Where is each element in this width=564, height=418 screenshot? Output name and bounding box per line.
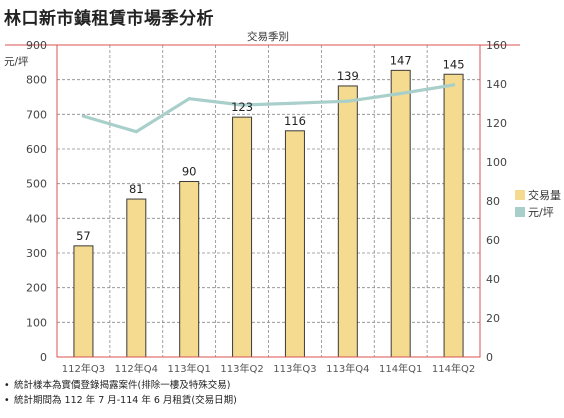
- y-left-tick-label: 300: [26, 247, 47, 260]
- bar: [390, 69, 411, 358]
- y-left-tick-label: 400: [26, 212, 47, 225]
- bullet: •: [4, 395, 10, 406]
- bar-data-label: 81: [129, 182, 144, 196]
- price-point: [81, 114, 86, 118]
- bar-data-label: 145: [443, 57, 465, 71]
- price-line: [81, 83, 456, 134]
- x-tick-label: 113年Q3: [273, 362, 316, 375]
- bar-data-label: 139: [337, 69, 359, 83]
- bar: [443, 73, 464, 358]
- bar-data-label: 116: [284, 114, 306, 128]
- y-left-tick-label: 500: [26, 178, 47, 191]
- x-tick-label: 113年Q4: [326, 362, 369, 375]
- y-left-tick-label: 0: [40, 351, 47, 364]
- price-point: [451, 83, 456, 87]
- y-right-tick-label: 100: [486, 156, 507, 169]
- price-point: [134, 130, 138, 134]
- y-right-tick-label: 80: [486, 195, 500, 208]
- chart-area: 0 100 200 300 400 500 600 700 800 900 0 20 40 60 80 100…: [4, 30, 561, 375]
- bullet: •: [4, 380, 10, 391]
- x-tick-label: 113年Q1: [168, 362, 211, 375]
- legend-label: 交易量: [528, 188, 561, 202]
- chart-title: 林口新市鎮租賃市場季分析: [4, 9, 214, 29]
- x-tick-label: 114年Q2: [432, 362, 475, 375]
- bar: [232, 116, 253, 358]
- y-right-tick-label: 40: [486, 273, 500, 286]
- price-point: [346, 99, 350, 103]
- footnote-2: • 統計期間為 112 年 7 月-114 年 6 月租賃(交易日期): [4, 393, 237, 408]
- bar-data-label: 147: [390, 53, 412, 67]
- x-tick-label: 113年Q2: [220, 362, 263, 375]
- y-right-tick-label: 140: [486, 78, 507, 91]
- y-right-tick-label: 120: [486, 117, 507, 130]
- price-point: [293, 101, 297, 105]
- y-right-tick-label: 0: [486, 351, 493, 364]
- x-tick-label: 112年Q4: [115, 362, 158, 375]
- y-left-tick-label: 700: [26, 108, 47, 121]
- y-left-tick-label: 600: [26, 143, 47, 156]
- y-left-tick-label: 200: [26, 282, 47, 295]
- footnote-2-text: 統計期間為 112 年 7 月-114 年 6 月租賃(交易日期): [14, 395, 237, 406]
- legend-swatch: [515, 190, 525, 200]
- price-point: [187, 97, 191, 101]
- x-tick-label: 112年Q3: [62, 362, 105, 375]
- bar-data-label: 57: [76, 229, 91, 243]
- y-left-tick-label: 800: [26, 74, 47, 87]
- bar-data-label: 123: [231, 100, 253, 114]
- price-point: [399, 91, 403, 96]
- bar: [73, 245, 94, 358]
- footnote-1-text: 統計樣本為實價登錄揭露案件(排除一樓及特殊交易): [14, 380, 231, 391]
- bar: [284, 130, 305, 358]
- bar-data-label: 90: [182, 165, 197, 179]
- y-right-tick-label: 60: [486, 234, 500, 247]
- legend-label: 元/坪: [528, 206, 554, 219]
- footnote-1: • 統計樣本為實價登錄揭露案件(排除一樓及特殊交易): [4, 378, 237, 393]
- y-axis-left-title: 元/坪: [4, 55, 29, 68]
- bar: [126, 198, 147, 358]
- price-point: [240, 103, 244, 107]
- plot-frame: [56, 44, 481, 358]
- footnotes: • 統計樣本為實價登錄揭露案件(排除一樓及特殊交易) • 統計期間為 112 年 7…: [4, 378, 237, 408]
- bar: [337, 85, 358, 358]
- legend-swatch: [515, 207, 525, 217]
- y-right-tick-label: 20: [486, 312, 500, 325]
- y-left-tick-label: 900: [26, 39, 47, 52]
- x-tick-label: 114年Q1: [379, 362, 422, 375]
- y-left-tick-label: 100: [26, 316, 47, 329]
- x-axis-title: 交易季別: [247, 30, 289, 43]
- y-right-tick-label: 160: [486, 39, 507, 52]
- bar: [179, 181, 200, 358]
